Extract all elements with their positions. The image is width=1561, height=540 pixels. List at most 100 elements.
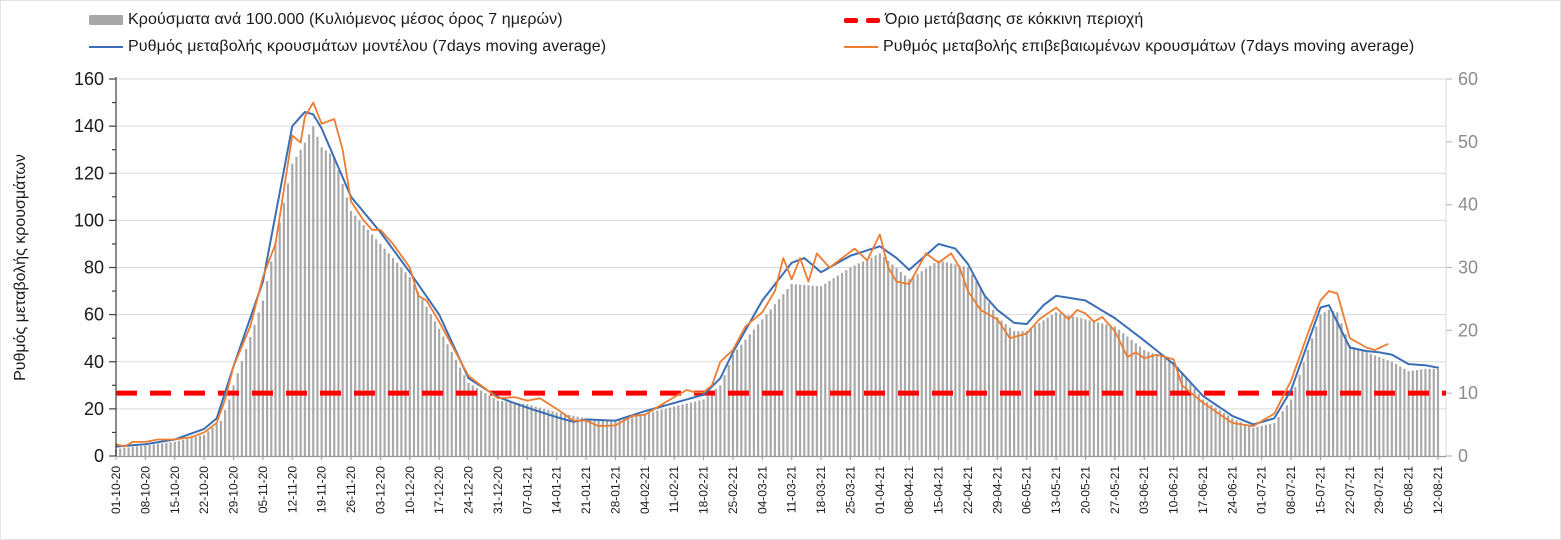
bar bbox=[702, 399, 705, 456]
bar bbox=[828, 280, 831, 456]
bar bbox=[1155, 355, 1158, 456]
right-axis-tick-label: 50 bbox=[1458, 132, 1478, 152]
bar bbox=[1357, 348, 1360, 456]
bar bbox=[1243, 423, 1247, 456]
bar bbox=[941, 261, 944, 456]
x-axis-tick-label: 01-07-21 bbox=[1255, 466, 1269, 514]
bar bbox=[358, 220, 361, 457]
bar bbox=[580, 417, 583, 456]
bar bbox=[962, 266, 965, 456]
bar bbox=[983, 295, 986, 456]
bar bbox=[861, 261, 865, 456]
bar bbox=[421, 299, 424, 456]
bar bbox=[752, 329, 756, 456]
bar bbox=[1176, 367, 1179, 456]
bar bbox=[555, 412, 558, 456]
bar bbox=[1331, 311, 1335, 456]
bar bbox=[652, 411, 655, 456]
bar bbox=[1189, 383, 1192, 456]
bar bbox=[626, 417, 630, 456]
x-axis-tick-label: 10-12-20 bbox=[403, 466, 417, 514]
bar bbox=[362, 225, 365, 456]
bar bbox=[685, 403, 688, 456]
bar bbox=[274, 241, 277, 456]
bar bbox=[1210, 404, 1213, 456]
x-axis-tick-label: 18-02-21 bbox=[697, 466, 711, 514]
y-axis-title: Ρυθμός μεταβολής κρουσμάτων bbox=[12, 154, 29, 381]
bar bbox=[966, 267, 970, 456]
bar bbox=[1394, 364, 1398, 456]
bar bbox=[295, 156, 298, 456]
legend-label-threshold: Όριο μετάβασης σε κόκκινη περιοχή bbox=[885, 11, 1144, 28]
bar bbox=[1004, 324, 1007, 456]
bar bbox=[480, 390, 483, 456]
bar bbox=[224, 410, 227, 456]
bar bbox=[920, 271, 923, 456]
bar bbox=[186, 438, 189, 456]
left-axis-tick-label: 160 bbox=[74, 69, 104, 89]
x-axis-tick-label: 15-10-20 bbox=[168, 466, 182, 514]
bar bbox=[1260, 425, 1263, 456]
bar bbox=[681, 404, 684, 456]
bar bbox=[375, 239, 378, 456]
bar bbox=[291, 163, 294, 456]
bar bbox=[622, 418, 625, 456]
cases-bars bbox=[114, 126, 1440, 457]
bar bbox=[853, 265, 856, 456]
legend-item-threshold: Όριο μετάβασης σε κόκκινη περιοχή bbox=[844, 8, 1143, 32]
bar bbox=[1046, 317, 1049, 456]
bar bbox=[1029, 328, 1033, 456]
bar bbox=[391, 258, 395, 456]
bar bbox=[1340, 323, 1343, 456]
bar bbox=[1239, 422, 1242, 456]
bar bbox=[576, 416, 579, 456]
bar bbox=[798, 284, 802, 456]
bar bbox=[1197, 394, 1200, 456]
bar bbox=[454, 359, 458, 456]
bar bbox=[715, 388, 718, 456]
right-axis-tick-label: 30 bbox=[1458, 258, 1478, 278]
bar bbox=[475, 388, 479, 456]
bar bbox=[887, 260, 890, 456]
bar bbox=[937, 260, 940, 456]
bar bbox=[1231, 418, 1234, 456]
bar bbox=[605, 419, 609, 456]
legend-label-model: Ρυθμός μεταβολής κρουσμάτων μοντέλου (7d… bbox=[128, 38, 607, 55]
x-axis-tick-label: 24-06-21 bbox=[1225, 466, 1239, 514]
bar bbox=[135, 446, 139, 456]
bar bbox=[324, 150, 327, 456]
bar bbox=[383, 248, 386, 456]
bar bbox=[971, 274, 974, 456]
bar bbox=[996, 316, 999, 456]
bar bbox=[601, 419, 604, 456]
bar bbox=[773, 304, 776, 456]
x-axis-tick-label: 27-05-21 bbox=[1108, 466, 1122, 514]
bar bbox=[1428, 368, 1431, 456]
bar bbox=[744, 339, 747, 456]
bar bbox=[584, 418, 588, 456]
bar bbox=[165, 442, 168, 456]
bar bbox=[1378, 357, 1381, 456]
bar bbox=[1151, 353, 1154, 456]
bar bbox=[1130, 339, 1133, 456]
bar bbox=[282, 202, 285, 456]
bar bbox=[929, 265, 932, 456]
bar bbox=[408, 276, 411, 456]
x-axis-tick-label: 08-10-20 bbox=[138, 466, 152, 514]
bar bbox=[1000, 320, 1003, 456]
bar bbox=[1290, 399, 1293, 456]
bar bbox=[173, 441, 176, 456]
bar bbox=[257, 312, 260, 456]
bar bbox=[459, 367, 462, 456]
bar bbox=[1038, 323, 1041, 456]
x-axis-tick-label: 04-03-21 bbox=[755, 466, 769, 514]
bar bbox=[899, 271, 902, 456]
confirmed-line-swatch-icon bbox=[844, 46, 878, 48]
x-axis-tick-label: 11-02-21 bbox=[667, 466, 681, 513]
bar bbox=[1373, 355, 1377, 456]
x-axis-tick-label: 17-12-20 bbox=[432, 466, 446, 514]
x-axis-tick-label: 21-01-21 bbox=[579, 466, 593, 514]
bar bbox=[429, 313, 432, 456]
bar bbox=[366, 229, 369, 456]
